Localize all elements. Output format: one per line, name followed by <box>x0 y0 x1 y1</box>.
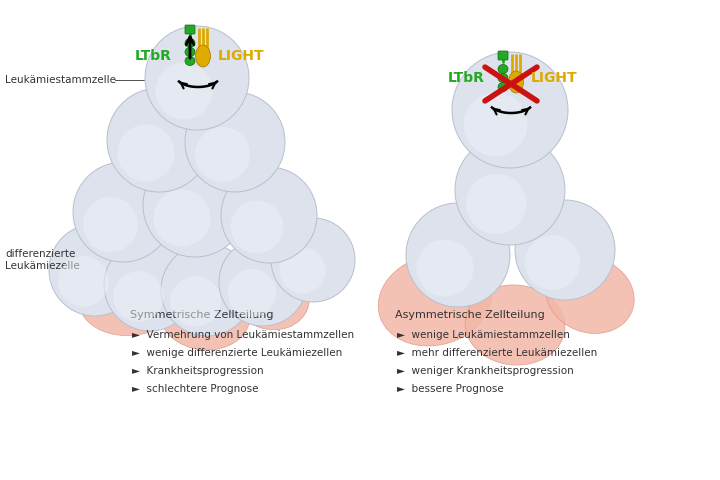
Circle shape <box>416 240 474 297</box>
Ellipse shape <box>546 256 634 334</box>
Circle shape <box>466 173 526 234</box>
Circle shape <box>230 201 284 253</box>
Text: LTbR: LTbR <box>448 71 485 85</box>
Ellipse shape <box>230 260 310 330</box>
Text: ►  Krankheitsprogression: ► Krankheitsprogression <box>132 366 264 376</box>
Ellipse shape <box>185 38 195 48</box>
Text: ►  wenige Leukämiestammzellen: ► wenige Leukämiestammzellen <box>397 330 570 340</box>
Circle shape <box>73 162 173 262</box>
Circle shape <box>170 276 221 327</box>
Circle shape <box>156 62 212 120</box>
Circle shape <box>279 247 325 294</box>
Circle shape <box>145 26 249 130</box>
Text: ►  weniger Krankheitsprogression: ► weniger Krankheitsprogression <box>397 366 574 376</box>
Text: Leukämiestammzelle: Leukämiestammzelle <box>5 75 116 85</box>
Circle shape <box>117 124 174 181</box>
Circle shape <box>185 92 285 192</box>
Circle shape <box>83 197 138 252</box>
Circle shape <box>464 93 527 156</box>
Circle shape <box>143 153 247 257</box>
Circle shape <box>104 239 196 331</box>
Text: ►  Vermehrung von Leukämiestammzellen: ► Vermehrung von Leukämiestammzellen <box>132 330 354 340</box>
Circle shape <box>58 256 109 307</box>
Circle shape <box>161 244 253 336</box>
Circle shape <box>525 235 580 290</box>
Circle shape <box>455 135 565 245</box>
Text: ►  bessere Prognose: ► bessere Prognose <box>397 384 504 394</box>
Text: Symmetrische Zellteilung: Symmetrische Zellteilung <box>130 310 274 320</box>
Text: LIGHT: LIGHT <box>531 71 577 85</box>
Ellipse shape <box>508 71 523 93</box>
Text: ►  mehr differenzierte Leukämiezellen: ► mehr differenzierte Leukämiezellen <box>397 348 598 358</box>
FancyBboxPatch shape <box>185 25 195 34</box>
Ellipse shape <box>498 64 508 73</box>
Circle shape <box>271 218 355 302</box>
Text: ►  wenige differenzierte Leukämiezellen: ► wenige differenzierte Leukämiezellen <box>132 348 342 358</box>
Circle shape <box>515 200 615 300</box>
FancyBboxPatch shape <box>498 51 508 60</box>
Circle shape <box>452 52 568 168</box>
Text: LTbR: LTbR <box>135 49 172 63</box>
Ellipse shape <box>498 83 508 92</box>
Text: differenzierte
Leukämiezelle: differenzierte Leukämiezelle <box>5 249 80 271</box>
Ellipse shape <box>160 280 250 350</box>
Circle shape <box>228 269 276 317</box>
Circle shape <box>195 127 250 182</box>
Ellipse shape <box>185 48 195 57</box>
Circle shape <box>153 190 210 247</box>
Text: ►  schlechtere Prognose: ► schlechtere Prognose <box>132 384 258 394</box>
Ellipse shape <box>498 73 508 83</box>
Circle shape <box>219 238 307 326</box>
Circle shape <box>49 224 141 316</box>
Ellipse shape <box>378 254 492 346</box>
Ellipse shape <box>465 285 565 365</box>
Ellipse shape <box>185 57 195 65</box>
Ellipse shape <box>78 254 188 336</box>
Text: Asymmetrische Zellteilung: Asymmetrische Zellteilung <box>395 310 545 320</box>
Circle shape <box>221 167 317 263</box>
Circle shape <box>107 88 211 192</box>
Ellipse shape <box>196 45 210 67</box>
Text: LIGHT: LIGHT <box>218 49 265 63</box>
Circle shape <box>406 203 510 307</box>
Circle shape <box>113 271 164 322</box>
